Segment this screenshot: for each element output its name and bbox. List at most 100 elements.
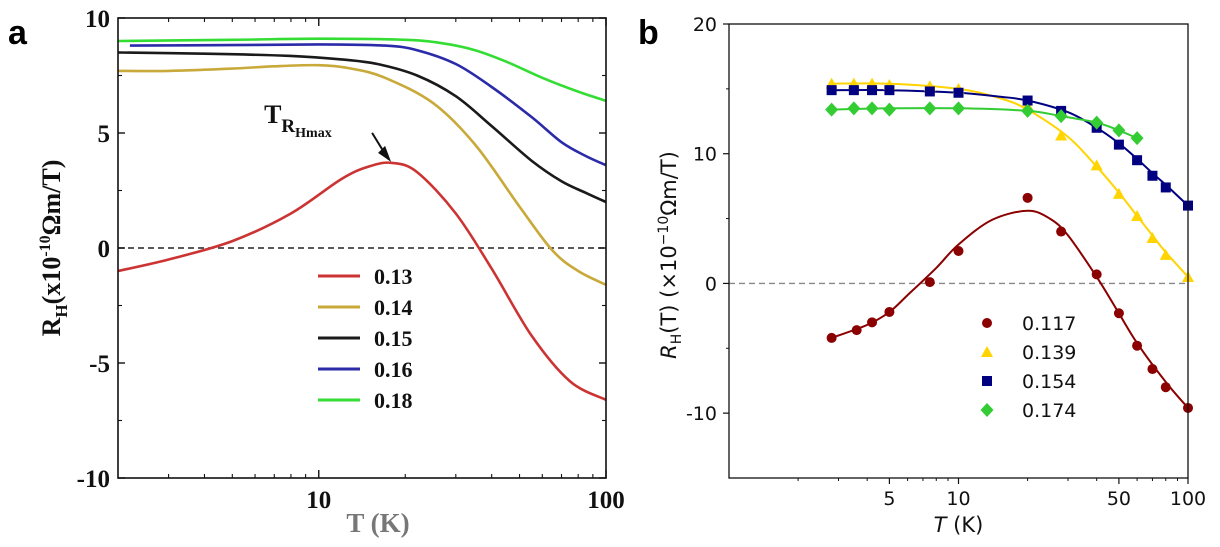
data-point-0.154	[867, 85, 878, 96]
data-point-0.174	[1090, 115, 1104, 130]
x-label-italic: T	[934, 513, 949, 537]
y-label-end: Ωm/T)	[657, 151, 681, 216]
y-tick-label--10: -10	[77, 466, 110, 493]
data-point-0.154	[1022, 95, 1033, 106]
data-point-0.174	[923, 101, 937, 116]
legend-marker-0.139	[981, 346, 993, 357]
data-point-0.139	[1159, 248, 1172, 260]
series-line-0.15	[117, 51, 607, 204]
x-tick-label-100: 100	[1170, 488, 1206, 510]
x-axis-label: T (K)	[934, 513, 984, 537]
data-point-0.117	[1056, 226, 1067, 237]
legend-marker-0.174	[980, 403, 994, 417]
data-point-0.117	[1113, 308, 1124, 319]
y-tick-label-20: 20	[693, 14, 717, 36]
data-point-0.174	[1054, 109, 1068, 124]
data-point-0.154	[826, 85, 837, 96]
y-tick-label-10: 10	[693, 144, 717, 166]
legend-label-0.117: 0.117	[1022, 313, 1076, 335]
fit-line-0.117	[831, 209, 1189, 409]
x-tick-label-100: 100	[587, 487, 625, 514]
series-line-0.13	[117, 161, 607, 401]
y-tick-label-0: 0	[98, 236, 111, 263]
y-tick-label--5: -5	[89, 351, 110, 378]
data-point-0.154	[924, 86, 935, 97]
y-label-sup: -10	[37, 235, 54, 256]
y-tick-label-0: 0	[705, 273, 717, 295]
data-point-0.117	[924, 277, 935, 288]
legend-label-0.14: 0.14	[374, 295, 413, 320]
legend-label-0.16: 0.16	[374, 357, 413, 382]
y-axis-label: RH(x10-10Ωm/T)	[37, 160, 71, 337]
data-point-0.174	[1130, 131, 1144, 146]
data-point-0.154	[848, 85, 859, 96]
panel-b-letter: b	[638, 14, 659, 52]
y-tick-label--10: -10	[686, 403, 717, 425]
data-point-0.174	[1112, 123, 1126, 138]
annotation-main: T	[264, 100, 281, 129]
y-label-mid: (T) (×10	[657, 245, 681, 333]
legend-label-0.154: 0.154	[1022, 371, 1076, 393]
y-label-mid: (x10	[37, 257, 66, 305]
fit-line-0.139	[831, 82, 1189, 278]
data-point-0.117	[826, 332, 837, 343]
legend-label-0.174: 0.174	[1022, 400, 1076, 422]
legend-marker-0.117	[982, 318, 992, 328]
y-label-italic: R	[657, 344, 681, 359]
y-label-sub: H	[52, 304, 71, 317]
annotation-arrowhead	[378, 145, 392, 162]
data-point-0.154	[884, 85, 895, 96]
data-point-0.174	[882, 102, 896, 117]
data-point-0.117	[884, 306, 895, 317]
x-label-rest: (K)	[946, 513, 983, 537]
data-point-0.139	[1112, 187, 1125, 199]
legend-marker-0.154	[982, 376, 992, 386]
x-tick-label-5: 5	[883, 488, 895, 510]
data-point-0.139	[1090, 159, 1103, 171]
series-line-0.18	[117, 37, 607, 103]
panel-b-plot-area	[729, 77, 1194, 413]
data-point-0.154	[1113, 139, 1124, 150]
data-point-0.117	[1160, 382, 1171, 393]
data-point-0.139	[1055, 129, 1068, 141]
y-axis-label: RH(T) (×10−10Ωm/T)	[656, 151, 685, 359]
x-tick-label-10: 10	[946, 488, 970, 510]
data-point-0.174	[825, 102, 839, 117]
data-point-0.174	[865, 101, 879, 116]
data-point-0.117	[1147, 364, 1158, 375]
annotation-sub1: R	[281, 116, 295, 137]
legend-label-0.15: 0.15	[374, 326, 413, 351]
y-label-sup: −10	[656, 216, 672, 246]
panel-a-letter: a	[8, 14, 28, 52]
series-line-0.16	[129, 43, 607, 167]
data-point-0.117	[953, 246, 964, 256]
annotation-sub2: Hmax	[295, 126, 332, 141]
data-point-0.154	[953, 87, 964, 98]
legend-label-0.13: 0.13	[374, 264, 413, 289]
data-point-0.174	[847, 101, 861, 116]
x-tick-label-10: 10	[306, 487, 331, 514]
data-point-0.139	[1131, 209, 1144, 221]
y-label-sub: H	[669, 334, 685, 345]
legend-label-0.139: 0.139	[1022, 342, 1076, 364]
annotation-label: TRHmax	[264, 100, 332, 141]
series-line-0.14	[117, 63, 607, 286]
panel-b-legend: 0.117 0.139 0.154 0.174	[980, 313, 1076, 422]
data-point-0.117	[1022, 192, 1033, 203]
data-point-0.117	[867, 317, 878, 328]
y-label-end: Ωm/T)	[37, 160, 66, 236]
panel-a-legend: 0.13 0.14 0.15 0.16 0.18	[318, 264, 413, 413]
data-point-0.174	[1021, 103, 1035, 118]
data-point-0.174	[952, 101, 965, 116]
legend-label-0.18: 0.18	[374, 388, 413, 413]
data-point-0.154	[1160, 182, 1171, 193]
y-tick-label-10: 10	[85, 6, 110, 33]
data-point-0.117	[1132, 340, 1143, 351]
data-point-0.154	[1132, 155, 1143, 166]
x-tick-label-50: 50	[1107, 488, 1131, 510]
